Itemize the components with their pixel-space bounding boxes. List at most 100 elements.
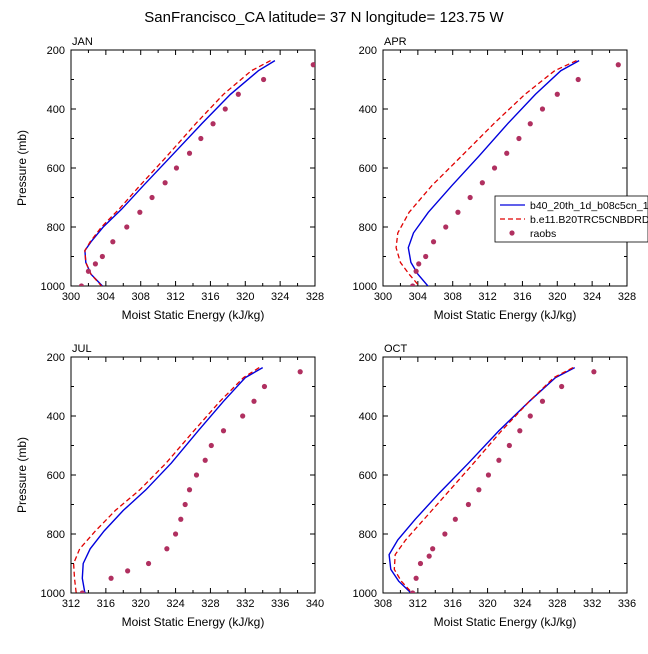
x-tick-label: 312	[478, 291, 496, 303]
raobs-point	[162, 180, 168, 186]
x-tick-label: 320	[236, 291, 254, 303]
x-tick-label: 312	[62, 598, 80, 610]
y-tick-label: 200	[359, 352, 377, 364]
x-tick-label: 316	[444, 598, 462, 610]
x-tick-label: 312	[166, 291, 184, 303]
y-tick-label: 400	[359, 411, 377, 423]
legend-label: b.e11.B20TRC5CNBDRD.f09_g16.001	[530, 214, 648, 226]
x-tick-label: 308	[444, 291, 462, 303]
x-axis-label: Moist Static Energy (kJ/kg)	[434, 615, 577, 629]
x-tick-label: 304	[97, 291, 115, 303]
x-tick-label: 336	[271, 598, 289, 610]
raobs-point	[297, 369, 303, 375]
panel-title: OCT	[384, 343, 408, 355]
raobs-point	[78, 283, 85, 286]
y-tick-label: 600	[47, 470, 65, 482]
raobs-point	[491, 165, 498, 171]
raobs-point	[108, 575, 114, 581]
raobs-point	[426, 553, 432, 559]
y-axis-label: Pressure (mb)	[15, 437, 29, 513]
x-axis-label: Moist Static Energy (kJ/kg)	[122, 615, 265, 629]
y-tick-label: 600	[359, 163, 377, 175]
raobs-point	[485, 472, 492, 478]
y-tick-label: 200	[47, 45, 65, 57]
x-tick-label: 316	[201, 291, 219, 303]
raobs-point	[496, 457, 502, 463]
x-tick-label: 300	[374, 291, 392, 303]
raobs-point	[99, 253, 105, 260]
figure-title: SanFrancisco_CA latitude= 37 N longitude…	[144, 9, 504, 26]
raobs-point	[251, 398, 257, 404]
x-tick-label: 320	[478, 598, 496, 610]
x-tick-label: 332	[583, 598, 601, 610]
raobs-point	[310, 62, 315, 68]
y-tick-label: 1000	[353, 588, 377, 600]
raobs-point	[85, 268, 92, 274]
raobs-point	[465, 501, 471, 508]
raobs-point	[517, 428, 523, 434]
raobs-point	[125, 568, 131, 574]
series-group	[78, 60, 315, 286]
raobs-point	[92, 261, 98, 267]
raobs-point	[186, 150, 193, 156]
x-axis-label: Moist Static Energy (kJ/kg)	[434, 308, 577, 322]
y-tick-label: 800	[359, 222, 377, 234]
x-tick-label: 316	[513, 291, 531, 303]
raobs-point	[455, 209, 461, 215]
y-tick-label: 200	[359, 45, 377, 57]
x-axis-label: Moist Static Energy (kJ/kg)	[122, 308, 265, 322]
raobs-point	[137, 209, 143, 215]
raobs-point	[164, 546, 170, 552]
x-tick-label: 340	[306, 598, 324, 610]
x-tick-label: 304	[409, 291, 427, 303]
x-tick-label: 324	[513, 598, 531, 610]
raobs-point	[417, 560, 424, 567]
y-tick-label: 800	[47, 222, 65, 234]
raobs-point	[261, 383, 268, 390]
x-tick-label: 324	[271, 291, 289, 303]
raobs-point	[110, 239, 116, 245]
plot-frame	[382, 49, 628, 287]
panel-apr: 300 304 308 312 316 320 324 328 200 400 600 800 1000…	[353, 36, 637, 322]
raobs-point	[430, 546, 436, 552]
raobs-point	[430, 239, 437, 245]
raobs-point	[260, 76, 267, 83]
x-tick-label: 320	[548, 291, 566, 303]
y-axis-label: Pressure (mb)	[15, 130, 29, 206]
series-group	[395, 59, 621, 286]
x-tick-label: 308	[374, 598, 392, 610]
x-tick-label: 328	[618, 291, 636, 303]
series-group	[72, 366, 303, 593]
raobs-point	[210, 121, 216, 127]
raobs-point	[193, 472, 200, 478]
raobs-point	[476, 487, 482, 493]
x-tick-label: 324	[166, 598, 184, 610]
raobs-point	[173, 165, 180, 171]
y-tick-label: 400	[47, 104, 65, 116]
raobs-point	[615, 62, 621, 68]
raobs-point	[423, 253, 429, 260]
legend: b40_20th_1d_b08c5cn_139jp b.e11.B20TRC5CN…	[494, 195, 648, 243]
raobs-point	[416, 261, 422, 267]
raobs-point	[452, 516, 458, 522]
legend-label: raobs	[530, 228, 556, 240]
raobs-point	[516, 135, 522, 142]
x-tick-label: 312	[409, 598, 427, 610]
x-tick-label: 308	[132, 291, 150, 303]
y-tick-label: 800	[359, 529, 377, 541]
series-group	[388, 366, 597, 593]
raobs-point	[182, 501, 188, 508]
series-b40-line	[407, 59, 580, 286]
series-be11-line	[395, 60, 577, 286]
raobs-point	[410, 590, 416, 593]
series-b40-line	[84, 60, 276, 286]
raobs-point	[172, 531, 179, 537]
raobs-point	[220, 428, 227, 434]
x-tick-label: 332	[236, 598, 254, 610]
legend-label: b40_20th_1d_b08c5cn_139jp	[530, 200, 648, 212]
y-tick-label: 200	[47, 352, 65, 364]
panel-jan: 300 304 308 312 316 320 324 328 200 400 600 800 1000…	[15, 36, 324, 322]
raobs-point	[504, 150, 510, 156]
